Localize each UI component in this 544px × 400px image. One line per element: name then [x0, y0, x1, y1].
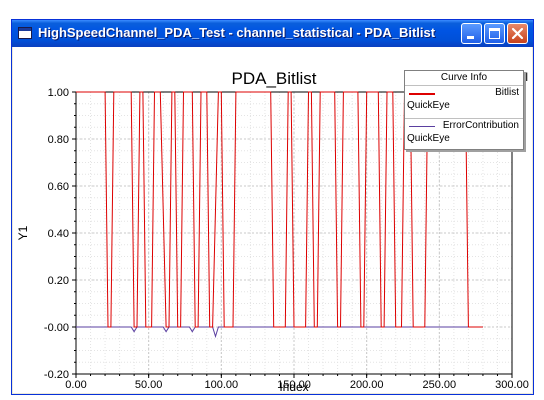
legend-series-sub: QuickEye [407, 133, 450, 144]
y-tick-label: 1.00 [48, 87, 69, 99]
legend-swatch-errorcontribution [409, 126, 435, 127]
app-icon [18, 27, 32, 39]
minimize-icon [467, 36, 474, 39]
chart-title: PDA_Bitlist [231, 69, 316, 88]
x-tick-label: 0.00 [65, 379, 86, 391]
series-line-errorcontribution [76, 326, 483, 339]
maximize-button[interactable] [484, 23, 505, 44]
legend-swatch-bitlist [409, 93, 435, 95]
title-bar[interactable]: HighSpeedChannel_PDA_Test - channel_stat… [12, 20, 533, 47]
curve-info-legend[interactable]: Curve Info Bitlist QuickEye ErrorContrib… [404, 70, 524, 150]
x-tick-label: 250.00 [423, 379, 457, 391]
y-tick-label: -0.00 [44, 322, 69, 334]
desktop-edge [0, 0, 6, 400]
legend-item-errorcontribution[interactable]: ErrorContribution QuickEye [405, 119, 523, 151]
y-tick-label: 0.80 [48, 134, 69, 146]
legend-series-name: Bitlist [495, 87, 519, 98]
close-icon [511, 27, 524, 40]
x-tick-label: 50.00 [135, 379, 163, 391]
window-title: HighSpeedChannel_PDA_Test - channel_stat… [38, 25, 436, 40]
x-tick-label: 300.00 [495, 379, 529, 391]
y-tick-label: -0.20 [44, 369, 69, 381]
y-tick-label: 0.40 [48, 228, 69, 240]
y-tick-label: 0.20 [48, 275, 69, 287]
plot-window: HighSpeedChannel_PDA_Test - channel_stat… [11, 19, 534, 395]
x-tick-label: 200.00 [350, 379, 384, 391]
maximize-icon [489, 28, 500, 39]
y-tick-label: 0.60 [48, 181, 69, 193]
legend-series-sub: QuickEye [407, 100, 450, 111]
plot-area[interactable]: 0.00 50.00 100.00 150.00 200.00 250.00 300.00 -… [13, 47, 532, 393]
legend-series-name: ErrorContribution [442, 120, 519, 131]
x-tick-label: 100.00 [205, 379, 239, 391]
y-axis-label: Y1 [16, 225, 30, 240]
legend-item-bitlist[interactable]: Bitlist QuickEye [405, 86, 523, 119]
legend-title: Curve Info [405, 71, 523, 86]
minimize-button[interactable] [461, 23, 482, 44]
x-axis-label: Index [279, 380, 308, 393]
close-button[interactable] [507, 23, 528, 44]
x-tick-label: 150.00 [277, 379, 311, 391]
